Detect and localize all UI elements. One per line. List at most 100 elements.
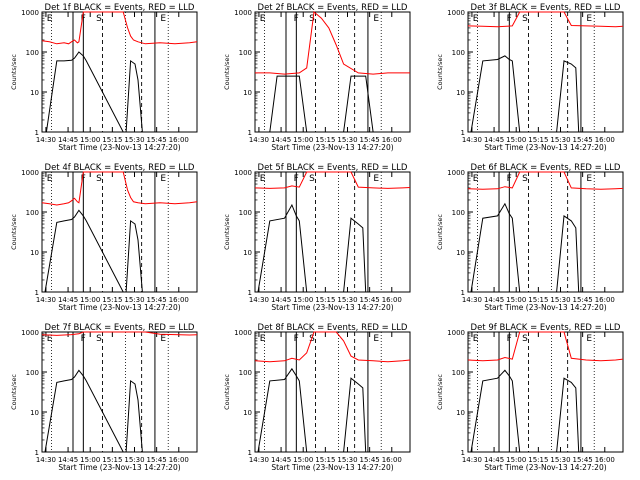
x-tick-label: 16:00 <box>169 296 189 304</box>
x-tick-label: 15:45 <box>573 456 593 464</box>
y-tick-label: 100 <box>239 209 252 217</box>
y-axis-label: Counts/sec <box>223 374 231 410</box>
y-tick-label: 1 <box>35 449 39 457</box>
x-tick-label: 15:30 <box>337 296 357 304</box>
series-lld-line <box>254 331 411 363</box>
detector-panel-3: Det 3f BLACK = Events, RED = LLD 1 10 100 10… <box>436 3 624 152</box>
x-tick-label: 14:30 <box>249 296 269 304</box>
series-lld-line <box>41 171 198 206</box>
series-events-line <box>42 209 158 293</box>
detector-panel-1: Det 1f BLACK = Events, RED = LLD 1 10 100 10… <box>10 3 198 152</box>
marker-e-left: E <box>47 14 53 24</box>
series-events-line <box>255 367 374 453</box>
y-axis-label: Counts/sec <box>10 374 18 410</box>
panel-title: Det 7f BLACK = Events, RED = LLD <box>45 323 195 333</box>
detector-panel-9: Det 9f BLACK = Events, RED = LLD 1 10 100 10… <box>436 323 624 472</box>
x-tick-label: 15:15 <box>102 296 122 304</box>
x-tick-label: 15:45 <box>573 296 593 304</box>
y-tick-label: 10 <box>456 89 465 97</box>
marker-f: F <box>81 334 86 344</box>
marker-f: F <box>507 334 512 344</box>
x-tick-label: 14:45 <box>58 296 78 304</box>
marker-e-left: E <box>473 334 479 344</box>
y-tick-label: 1000 <box>447 169 465 177</box>
detector-panel-5: Det 5f BLACK = Events, RED = LLD 1 10 100 10… <box>223 163 411 312</box>
x-tick-label: 15:30 <box>124 456 144 464</box>
x-tick-label: 15:15 <box>102 136 122 144</box>
marker-e-left: E <box>260 14 266 24</box>
marker-s: S <box>522 174 528 184</box>
x-tick-label: 15:45 <box>573 136 593 144</box>
series-events-line <box>42 369 158 453</box>
plot-frame <box>467 171 624 293</box>
marker-e-left: E <box>47 334 53 344</box>
marker-s: S <box>309 334 315 344</box>
x-axis-label: Start Time (23-Nov-13 14:27:20) <box>271 303 393 312</box>
x-tick-label: 15:00 <box>293 296 313 304</box>
x-tick-label: 15:00 <box>80 136 100 144</box>
x-tick-label: 16:00 <box>382 136 402 144</box>
y-tick-label: 100 <box>239 49 252 57</box>
plot-frame <box>41 171 198 293</box>
series-lld-line <box>41 331 198 336</box>
marker-e-right: E <box>373 14 379 24</box>
x-axis-label: Start Time (23-Nov-13 14:27:20) <box>271 463 393 472</box>
x-tick-label: 15:15 <box>528 296 548 304</box>
x-tick-label: 15:15 <box>102 456 122 464</box>
panel-title: Det 3f BLACK = Events, RED = LLD <box>471 3 621 13</box>
x-tick-label: 14:30 <box>249 456 269 464</box>
x-axis-label: Start Time (23-Nov-13 14:27:20) <box>271 143 393 152</box>
y-axis-label: Counts/sec <box>436 374 444 410</box>
y-tick-label: 1000 <box>234 169 252 177</box>
marker-e-right: E <box>373 334 379 344</box>
y-axis-label: Counts/sec <box>10 214 18 250</box>
y-tick-label: 1 <box>248 449 252 457</box>
y-tick-label: 1 <box>461 129 465 137</box>
y-tick-label: 100 <box>452 49 465 57</box>
panel-title: Det 9f BLACK = Events, RED = LLD <box>471 323 621 333</box>
x-tick-label: 14:30 <box>462 136 482 144</box>
x-tick-label: 14:45 <box>271 296 291 304</box>
x-tick-label: 15:30 <box>124 296 144 304</box>
x-tick-label: 14:45 <box>58 456 78 464</box>
series-events-line <box>42 51 158 133</box>
y-tick-label: 1000 <box>447 329 465 337</box>
x-tick-label: 15:45 <box>147 136 167 144</box>
x-axis-label: Start Time (23-Nov-13 14:27:20) <box>58 143 180 152</box>
marker-f: F <box>294 174 299 184</box>
panel-title: Det 1f BLACK = Events, RED = LLD <box>45 3 195 13</box>
x-axis-label: Start Time (23-Nov-13 14:27:20) <box>484 303 606 312</box>
x-tick-label: 16:00 <box>595 456 615 464</box>
x-tick-label: 15:30 <box>124 136 144 144</box>
marker-e-right: E <box>373 174 379 184</box>
x-axis-label: Start Time (23-Nov-13 14:27:20) <box>484 143 606 152</box>
x-tick-label: 15:00 <box>506 136 526 144</box>
x-tick-label: 14:45 <box>271 456 291 464</box>
marker-e-left: E <box>47 174 53 184</box>
series-lld-line <box>255 11 410 75</box>
x-tick-label: 16:00 <box>169 136 189 144</box>
marker-e-right: E <box>160 174 166 184</box>
panel-title: Det 8f BLACK = Events, RED = LLD <box>258 323 408 333</box>
y-tick-label: 1 <box>248 289 252 297</box>
y-tick-label: 1 <box>35 289 39 297</box>
x-tick-label: 15:15 <box>315 136 335 144</box>
y-tick-label: 1000 <box>234 329 252 337</box>
plot-frame <box>467 11 624 133</box>
series-events-line <box>468 369 587 453</box>
marker-e-right: E <box>586 174 592 184</box>
x-tick-label: 14:30 <box>462 456 482 464</box>
series-events-line <box>468 202 587 293</box>
y-tick-label: 1000 <box>447 9 465 17</box>
x-tick-label: 15:45 <box>147 296 167 304</box>
x-tick-label: 15:00 <box>293 456 313 464</box>
panel-title: Det 2f BLACK = Events, RED = LLD <box>258 3 408 13</box>
marker-s: S <box>522 14 528 24</box>
x-tick-label: 15:30 <box>550 296 570 304</box>
plot-frame <box>467 331 624 453</box>
y-tick-label: 10 <box>30 249 39 257</box>
x-tick-label: 15:15 <box>315 456 335 464</box>
x-tick-label: 15:45 <box>360 456 380 464</box>
y-axis-label: Counts/sec <box>10 54 18 90</box>
